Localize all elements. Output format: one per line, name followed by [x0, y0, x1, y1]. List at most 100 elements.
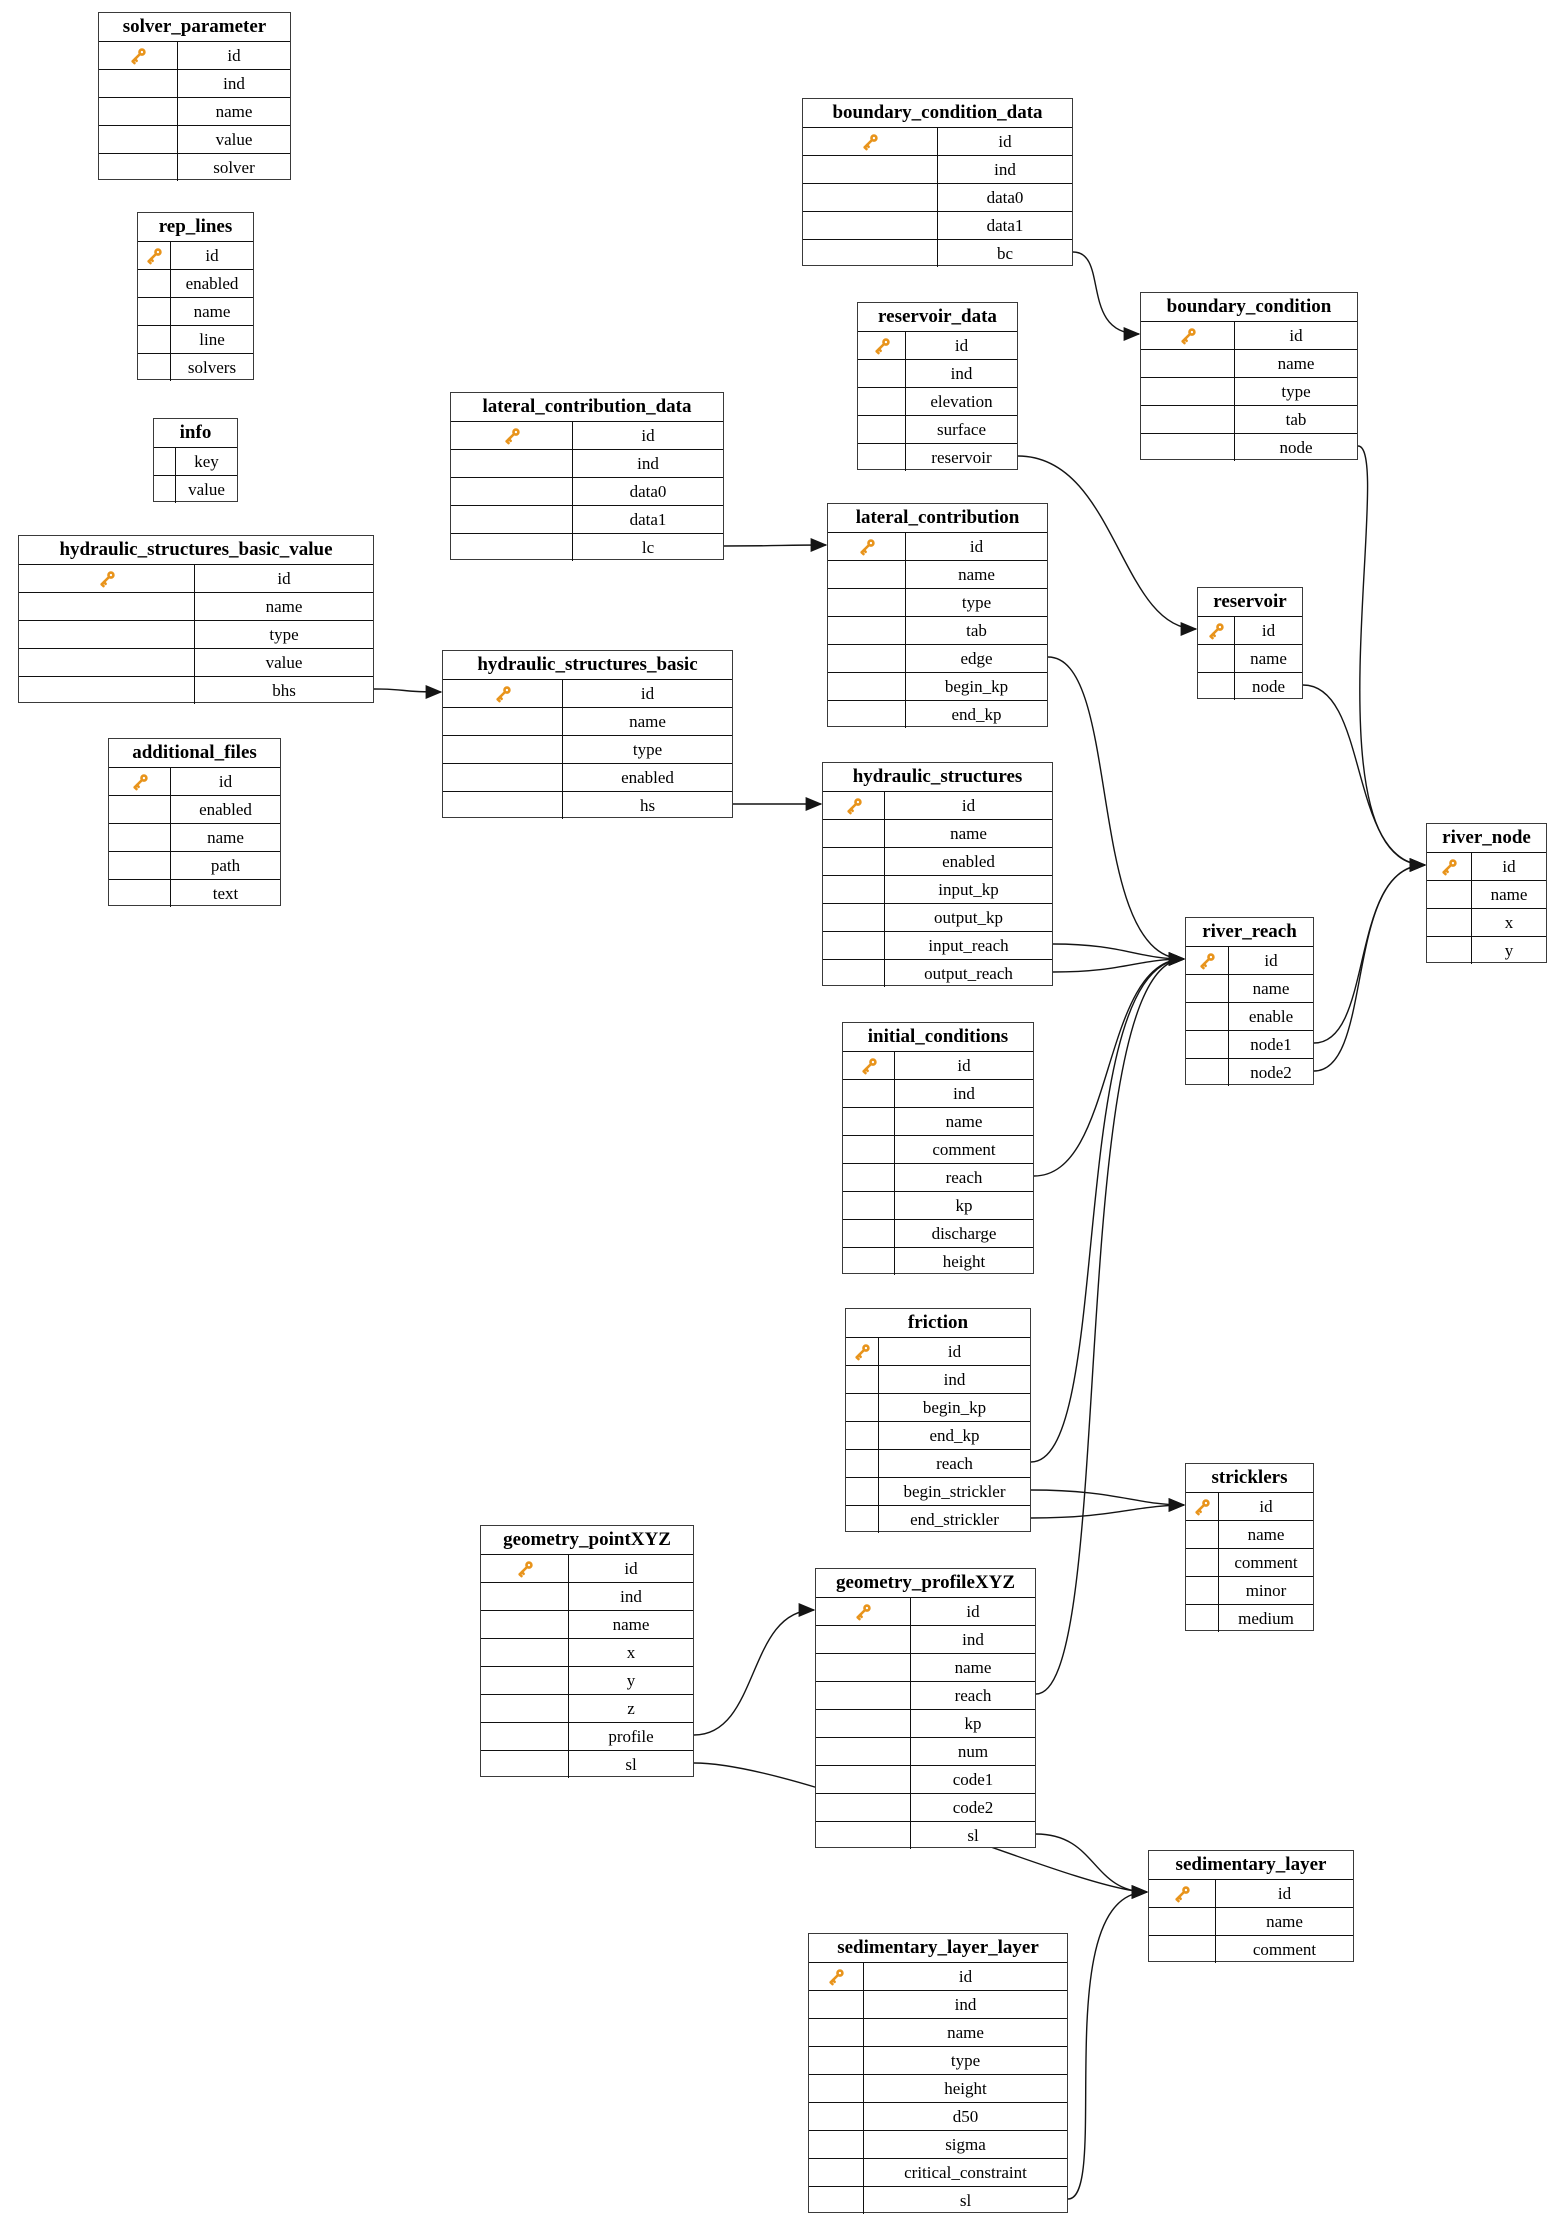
- field-row-lateral_contribution-name: name: [828, 560, 1047, 588]
- field-label-name: name: [612, 1615, 650, 1634]
- field-row-hydraulic_structures_basic-enabled: enabled: [443, 763, 732, 791]
- key-cell-empty: [823, 904, 885, 931]
- field-row-additional_files-name: name: [109, 823, 280, 851]
- primary-key-cell: [443, 680, 563, 707]
- key-icon: [1195, 1498, 1210, 1515]
- field-label-id: id: [205, 246, 219, 265]
- table-title-friction: friction: [907, 1312, 969, 1333]
- table-geometry_profileXYZ: geometry_profileXYZ id ind name reach kp num co…: [815, 1568, 1036, 1849]
- field-row-sedimentary_layer_layer-type: type: [809, 2046, 1067, 2074]
- table-title-stricklers: stricklers: [1211, 1467, 1288, 1488]
- field-label-type: type: [632, 740, 663, 759]
- field-row-hydraulic_structures_basic-id: id: [443, 679, 732, 707]
- table-lateral_contribution: lateral_contribution id name type tab edge beg…: [827, 503, 1048, 728]
- field-label-enabled: enabled: [942, 852, 995, 871]
- field-row-hydraulic_structures-output_kp: output_kp: [823, 903, 1052, 931]
- key-cell-empty: [843, 1220, 895, 1247]
- field-row-geometry_profileXYZ-code1: code1: [816, 1765, 1035, 1793]
- key-cell-empty: [846, 1422, 879, 1449]
- field-label-id: id: [1264, 951, 1278, 970]
- field-row-boundary_condition-type: type: [1141, 377, 1357, 405]
- key-cell-empty: [809, 2159, 864, 2186]
- key-cell-empty: [1198, 645, 1235, 672]
- key-cell-empty: [828, 561, 906, 588]
- key-cell-empty: [843, 1164, 895, 1191]
- key-cell-empty: [481, 1667, 569, 1694]
- key-cell-empty: [1186, 1521, 1219, 1548]
- field-label-id: id: [966, 1602, 980, 1621]
- field-row-geometry_pointXYZ-id: id: [481, 1554, 693, 1582]
- field-label-surface: surface: [936, 420, 987, 439]
- field-label-ind: ind: [994, 160, 1016, 179]
- field-row-rep_lines-line: line: [138, 325, 253, 353]
- field-row-river_node-x: x: [1427, 908, 1546, 936]
- key-cell-empty: [1186, 1003, 1229, 1030]
- field-row-additional_files-path: path: [109, 851, 280, 879]
- table-title-river_reach: river_reach: [1202, 921, 1297, 942]
- table-boundary_condition: boundary_condition id name type tab node: [1140, 292, 1358, 461]
- primary-key-cell: [809, 1963, 864, 1990]
- primary-key-cell: [481, 1555, 569, 1582]
- field-label-edge: edge: [960, 649, 993, 668]
- field-row-hydraulic_structures-id: id: [823, 791, 1052, 819]
- key-cell-empty: [803, 156, 938, 183]
- field-row-hydraulic_structures-output_reach: output_reach: [823, 959, 1052, 987]
- field-row-hydraulic_structures_basic-name: name: [443, 707, 732, 735]
- edge-hydraulic_structures_basic_value-bhs-to-hydraulic_structures_basic: [373, 684, 443, 699]
- key-cell-empty: [823, 932, 885, 959]
- field-row-geometry_pointXYZ-ind: ind: [481, 1582, 693, 1610]
- field-row-geometry_profileXYZ-sl: sl: [816, 1821, 1035, 1849]
- field-label-type: type: [1281, 382, 1311, 401]
- key-cell-empty: [443, 708, 563, 735]
- field-label-value: value: [265, 653, 303, 672]
- field-label-d50: d50: [952, 2107, 979, 2126]
- key-icon: [861, 1057, 877, 1074]
- field-row-additional_files-id: id: [109, 767, 280, 795]
- field-label-name: name: [950, 824, 987, 843]
- field-label-reservoir: reservoir: [931, 448, 992, 467]
- edge-sedimentary_layer_layer-sl-to-sedimentary_layer: [1067, 1885, 1149, 2200]
- field-row-sedimentary_layer-id: id: [1149, 1879, 1353, 1907]
- field-label-key: key: [194, 452, 219, 471]
- key-cell-empty: [138, 298, 171, 325]
- table-title-sedimentary_layer_layer: sedimentary_layer_layer: [837, 1937, 1039, 1958]
- field-row-river_reach-id: id: [1186, 946, 1313, 974]
- field-row-friction-begin_strickler: begin_strickler: [846, 1477, 1030, 1505]
- field-row-reservoir-id: id: [1198, 616, 1302, 644]
- key-cell-empty: [823, 960, 885, 987]
- field-label-code2: code2: [952, 1798, 994, 1817]
- key-cell-empty: [823, 848, 885, 875]
- field-label-end_kp: end_kp: [951, 705, 1002, 724]
- field-label-hs: hs: [639, 796, 656, 815]
- table-lateral_contribution_data: lateral_contribution_data id ind data0 data1…: [450, 392, 724, 561]
- key-cell-empty: [843, 1192, 895, 1219]
- field-row-lateral_contribution_data-id: id: [451, 421, 723, 449]
- field-row-hydraulic_structures-input_kp: input_kp: [823, 875, 1052, 903]
- key-cell-empty: [138, 270, 171, 297]
- key-cell-empty: [443, 736, 563, 763]
- primary-key-cell: [1149, 1880, 1216, 1907]
- primary-key-cell: [823, 792, 885, 819]
- table-title-sedimentary_layer: sedimentary_layer: [1175, 1854, 1327, 1875]
- field-row-hydraulic_structures_basic_value-id: id: [19, 564, 373, 592]
- field-row-geometry_pointXYZ-z: z: [481, 1694, 693, 1722]
- key-cell-empty: [846, 1450, 879, 1477]
- key-cell-empty: [481, 1751, 569, 1778]
- table-title-hydraulic_structures_basic: hydraulic_structures_basic: [477, 654, 698, 675]
- field-row-geometry_profileXYZ-id: id: [816, 1597, 1035, 1625]
- key-cell-empty: [109, 796, 171, 823]
- field-row-solver_parameter-name: name: [99, 97, 290, 125]
- field-row-river_reach-node1: node1: [1186, 1030, 1313, 1058]
- primary-key-cell: [109, 768, 171, 795]
- table-river_node: river_node id name x y: [1426, 823, 1547, 964]
- table-title-lateral_contribution: lateral_contribution: [855, 507, 1020, 528]
- field-row-sedimentary_layer_layer-height: height: [809, 2074, 1067, 2102]
- edge-initial_conditions-reach-to-river_reach: [1033, 952, 1186, 1177]
- key-icon: [856, 1603, 871, 1620]
- field-row-sedimentary_layer_layer-sigma: sigma: [809, 2130, 1067, 2158]
- field-row-info-value: value: [154, 475, 237, 503]
- field-label-id: id: [961, 796, 976, 815]
- field-label-enable: enable: [1248, 1007, 1294, 1026]
- field-label-tab: tab: [966, 621, 987, 640]
- table-geometry_pointXYZ: geometry_pointXYZ id ind name x y z profile sl: [480, 1525, 694, 1778]
